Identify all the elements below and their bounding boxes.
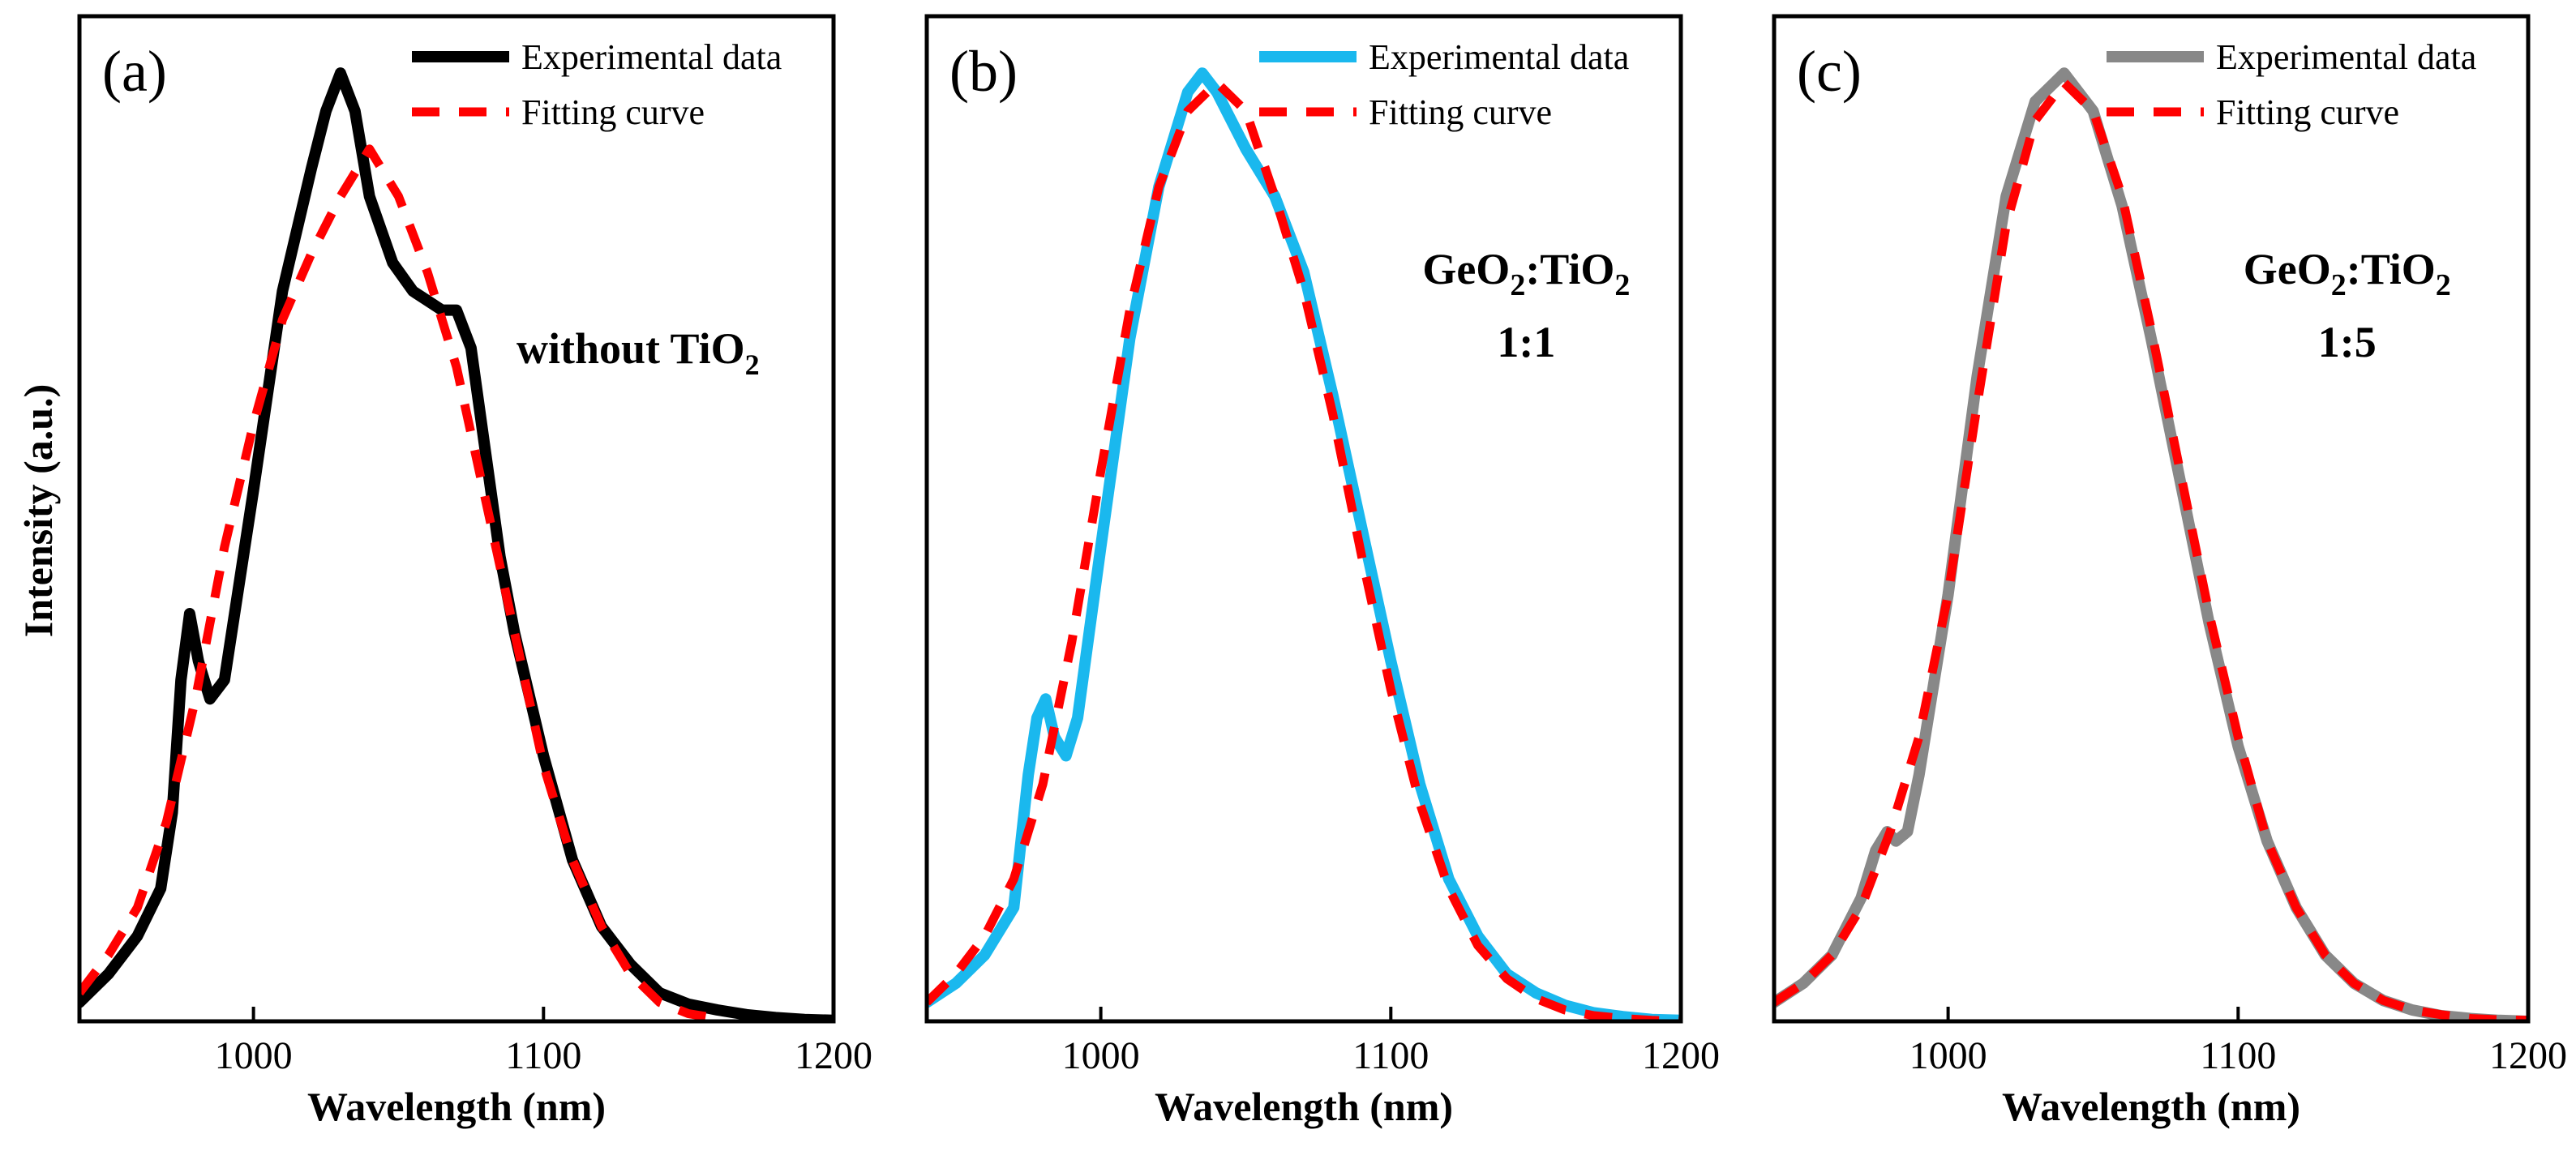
x-tick-label-b-1200: 1200 — [1642, 1034, 1720, 1077]
plot-frame-c — [1772, 14, 2531, 1024]
x-tick-label-b-1000: 1000 — [1062, 1034, 1140, 1077]
annotation-ratio-formula-c: GeO2:TiO2 — [2244, 245, 2451, 302]
annotation-sample-a: without TiO2 — [516, 324, 760, 381]
series-experimental-data-c — [1774, 67, 2528, 1021]
legend-label-experimental-data-b: Experimental data — [1369, 37, 1629, 77]
x-tick-label-a-1200: 1200 — [795, 1034, 872, 1077]
plot-frame-b — [924, 14, 1683, 1024]
panel-a: 1000 1100 1200 Wavelength (nm) (a) Experiment… — [77, 14, 872, 1129]
series-fitting-curve-a — [79, 144, 718, 1021]
legend-label-experimental-data-c: Experimental data — [2216, 37, 2476, 77]
panel-label-c: (c) — [1797, 39, 1862, 104]
plot-frame-a — [77, 14, 836, 1024]
annotation-ratio-value-b: 1:1 — [1497, 318, 1555, 366]
x-axis-title-a: Wavelength (nm) — [307, 1084, 606, 1129]
annotation-ratio-value-c: 1:5 — [2318, 318, 2377, 366]
series-fitting-curve-c — [1774, 78, 2528, 1021]
x-axis-title-b: Wavelength (nm) — [1155, 1084, 1453, 1129]
series-experimental-data-a — [79, 67, 834, 1021]
panel-c: 1000 1100 1200 Wavelength (nm) (c) Experiment… — [1772, 14, 2567, 1129]
y-axis-title: Intensity (a.u.) — [15, 384, 61, 638]
x-tick-label-c-1200: 1200 — [2489, 1034, 2567, 1077]
x-axis-title-c: Wavelength (nm) — [2002, 1084, 2300, 1129]
legend-label-fitting-curve-c: Fitting curve — [2216, 92, 2399, 132]
panel-label-b: (b) — [949, 39, 1018, 104]
series-experimental-data-b — [927, 67, 1681, 1021]
legend-label-fitting-curve-a: Fitting curve — [521, 92, 705, 132]
panel-label-a: (a) — [102, 39, 167, 104]
legend-label-experimental-data-a: Experimental data — [521, 37, 782, 77]
x-tick-label-a-1100: 1100 — [505, 1034, 581, 1077]
annotation-ratio-formula-b: GeO2:TiO2 — [1422, 245, 1630, 302]
x-tick-label-c-1100: 1100 — [2200, 1034, 2276, 1077]
series-fitting-curve-b — [927, 78, 1681, 1021]
x-tick-label-a-1000: 1000 — [215, 1034, 293, 1077]
legend-label-fitting-curve-b: Fitting curve — [1369, 92, 1552, 132]
x-tick-label-c-1000: 1000 — [1909, 1034, 1987, 1077]
panel-b: 1000 1100 1200 Wavelength (nm) (b) Experiment… — [924, 14, 1720, 1129]
x-tick-label-b-1100: 1100 — [1352, 1034, 1429, 1077]
